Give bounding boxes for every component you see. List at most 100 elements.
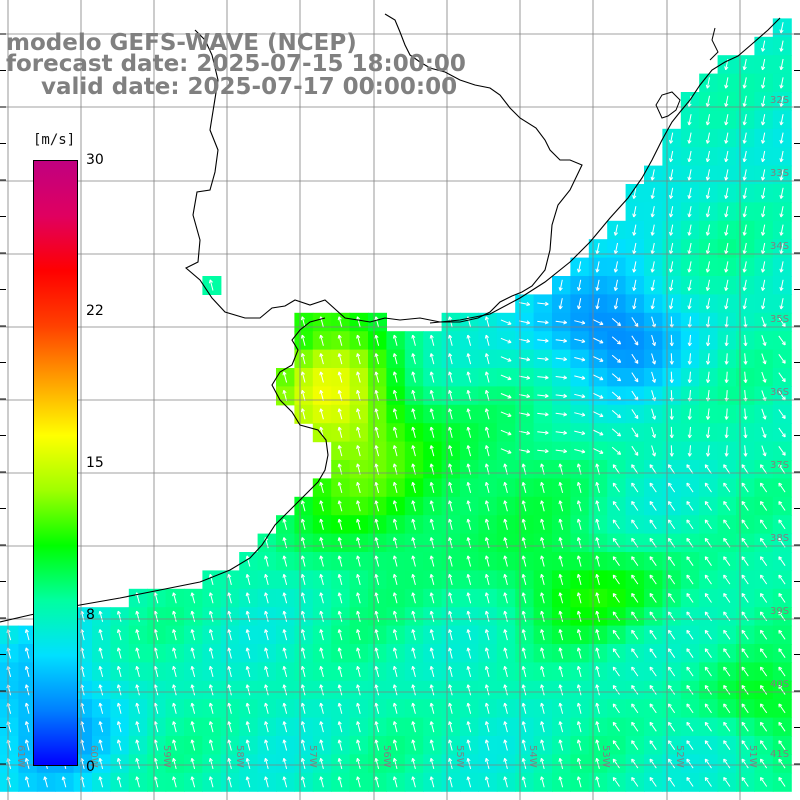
wind-arrow — [374, 389, 380, 402]
wind-arrow — [743, 353, 748, 365]
wind-arrow — [484, 371, 490, 383]
wind-arrow — [466, 610, 472, 622]
wind-arrow — [411, 426, 416, 438]
wind-arrow — [612, 556, 620, 566]
wind-arrow — [540, 702, 545, 714]
wind-arrow — [503, 592, 508, 604]
wind-arrow — [411, 389, 416, 402]
wind-arrow — [503, 573, 508, 586]
wind-arrow — [649, 556, 657, 566]
wind-arrow — [98, 684, 104, 696]
wind-arrow — [98, 776, 104, 788]
wind-arrow — [741, 666, 749, 677]
wind-arrow — [760, 758, 768, 769]
wind-arrow — [631, 409, 639, 420]
wind-arrow — [595, 279, 600, 291]
wind-arrow — [705, 261, 710, 273]
wind-arrow — [724, 261, 729, 273]
wind-arrow — [300, 721, 306, 733]
wind-arrow — [705, 353, 711, 365]
wind-arrow — [300, 684, 306, 696]
lagoon-outline — [655, 27, 719, 119]
wind-arrow — [705, 206, 710, 218]
wind-arrow — [319, 353, 324, 365]
wind-arrow — [190, 610, 196, 622]
wind-arrow — [503, 481, 508, 494]
wind-arrow — [135, 647, 140, 659]
wind-arrow — [723, 519, 731, 530]
wind-arrow — [761, 77, 766, 89]
lon-label: 61W — [15, 745, 26, 768]
wind-arrow — [686, 611, 694, 622]
wind-arrow — [537, 393, 549, 398]
wind-arrow — [574, 449, 586, 454]
wind-arrow — [650, 242, 655, 255]
wind-arrow — [190, 684, 196, 696]
wind-arrow — [392, 592, 398, 604]
wind-arrow — [537, 448, 549, 454]
wind-arrow — [687, 334, 692, 347]
wind-arrow — [778, 427, 786, 438]
wind-arrow — [669, 150, 674, 163]
wind-arrow — [761, 298, 766, 310]
wind-arrow — [761, 242, 766, 255]
wind-arrow — [429, 647, 435, 659]
wind-arrow — [669, 426, 674, 439]
wind-arrow — [595, 721, 600, 733]
wind-arrow — [577, 261, 582, 273]
wind-arrow — [649, 777, 657, 787]
wind-arrow — [319, 721, 324, 733]
wind-arrow — [558, 592, 564, 604]
wind-arrow — [319, 389, 324, 402]
wind-arrow — [319, 647, 324, 659]
wind-arrow — [705, 187, 710, 199]
wind-arrow — [779, 132, 784, 144]
wind-arrow — [761, 187, 766, 199]
wind-arrow — [264, 629, 269, 641]
wind-arrow — [521, 629, 527, 641]
wind-arrow — [705, 132, 710, 144]
wind-arrow — [319, 592, 324, 604]
wind-arrow — [778, 335, 786, 346]
wind-arrow — [595, 665, 600, 678]
wind-arrow — [576, 647, 582, 659]
wind-arrow — [540, 757, 545, 770]
wind-arrow — [319, 665, 324, 678]
wind-arrow — [631, 482, 639, 493]
wind-arrow — [227, 721, 232, 733]
valid-date: valid date: 2025-07-17 00:00:00 — [41, 74, 458, 100]
wind-arrow — [741, 556, 749, 566]
wind-arrow — [741, 501, 749, 511]
wind-arrow — [742, 95, 747, 107]
wind-arrow — [392, 721, 398, 733]
wind-arrow — [448, 757, 453, 770]
wind-arrow — [761, 261, 766, 273]
wind-arrow — [264, 592, 269, 604]
wind-arrow — [650, 187, 655, 199]
wind-arrow — [374, 334, 380, 346]
wind-arrow — [668, 666, 676, 677]
wind-arrow — [705, 298, 710, 310]
wind-arrow — [687, 371, 692, 383]
wind-arrow — [300, 739, 306, 751]
wind-arrow — [779, 114, 784, 126]
wind-arrow — [337, 481, 343, 494]
wind-arrow — [577, 279, 582, 291]
wind-arrow — [518, 320, 531, 325]
wind-arrow — [484, 610, 490, 622]
wind-arrow — [724, 298, 729, 310]
wind-arrow — [374, 739, 380, 751]
wind-arrow — [595, 684, 600, 696]
wind-arrow — [484, 592, 490, 604]
wind-arrow — [337, 702, 343, 714]
wind-arrow — [574, 393, 586, 399]
wind-arrow — [704, 721, 712, 732]
wind-arrow — [448, 500, 453, 512]
wind-arrow — [521, 757, 527, 770]
wind-arrow — [651, 445, 656, 457]
wind-arrow — [190, 721, 196, 733]
wind-arrow — [649, 685, 657, 695]
wind-arrow — [282, 592, 288, 604]
wind-arrow — [374, 573, 380, 586]
wind-arrow — [540, 500, 545, 512]
